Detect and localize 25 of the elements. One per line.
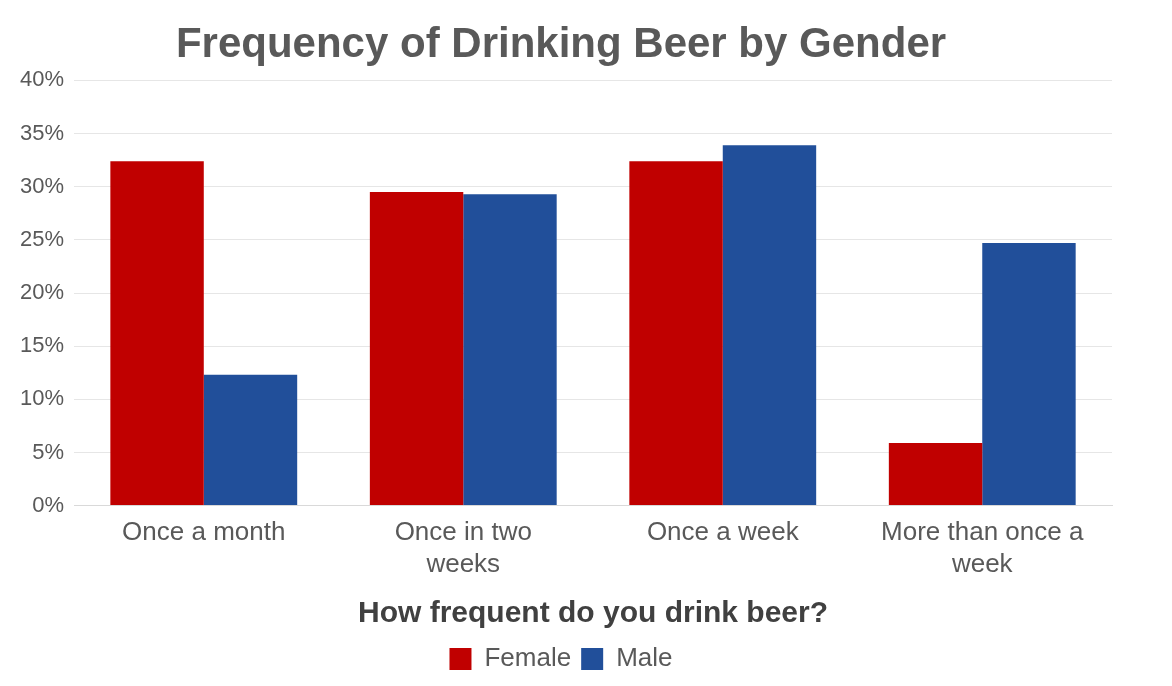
chart-title: Frequency of Drinking Beer by Gender bbox=[175, 18, 947, 66]
x-tick-label: Once a month bbox=[122, 516, 286, 547]
bar bbox=[982, 243, 1076, 506]
bar bbox=[722, 145, 817, 506]
x-axis-title: How frequent do you drink beer? bbox=[358, 595, 829, 629]
bar bbox=[203, 374, 298, 506]
y-tick-label: 0% bbox=[32, 491, 65, 517]
y-tick-label: 30% bbox=[19, 172, 65, 198]
bar bbox=[110, 161, 204, 506]
legend-label: Female bbox=[484, 642, 572, 673]
y-tick-label: 25% bbox=[19, 225, 65, 251]
x-tick-label: Once a week bbox=[646, 516, 800, 547]
y-tick-label: 15% bbox=[19, 332, 65, 358]
y-tick-label: 40% bbox=[19, 66, 65, 92]
y-tick-label: 35% bbox=[19, 119, 65, 145]
y-tick-label: 5% bbox=[32, 438, 65, 464]
bar bbox=[463, 194, 557, 506]
legend-label: Male bbox=[616, 642, 673, 673]
bar bbox=[629, 161, 723, 506]
y-tick-label: 10% bbox=[19, 385, 65, 411]
bar bbox=[369, 192, 464, 506]
x-tick-label: More than once a week bbox=[881, 516, 1084, 578]
bar bbox=[888, 442, 983, 506]
x-tick-label: Once in two weeks bbox=[394, 516, 532, 578]
y-tick-label: 20% bbox=[19, 279, 65, 305]
